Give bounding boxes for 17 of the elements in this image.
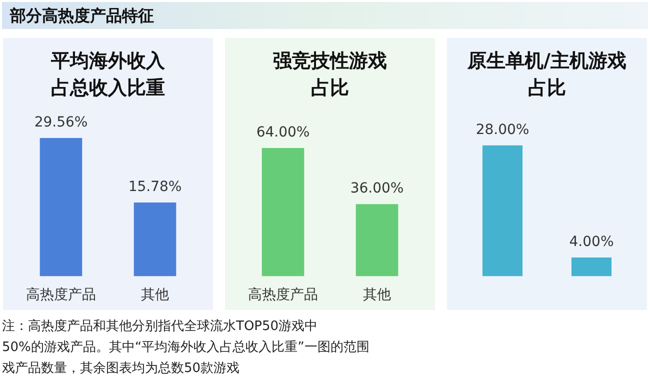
data-label: 36.00% [350,180,404,197]
data-label: 4.00% [569,234,614,250]
data-label: 64.00% [256,124,310,141]
x-tick-label: 高热度产品 [26,287,96,304]
x-tick-label: 其他 [141,287,169,304]
data-label: 28.00% [476,122,530,138]
data-label: 29.56% [34,114,88,131]
text: 注：高热度产品和其他分别指代全球流水TOP50游戏中 [2,318,319,336]
chart-title: 强竞技性游戏占比 [272,49,388,101]
text: 50%的游戏产品。其中“平均海外收入占总收入比重”一图的范围 [2,339,370,357]
chart-title: 平均海外收入占总收入比重 [50,49,166,101]
text: 戏产品数量，其余图表均为总数50款游戏 [2,360,241,378]
text: 部分高热度产品特征 [2,2,648,29]
chart-title: 原生单机/主机游戏占比 [466,49,628,101]
x-tick-label: 其他 [363,287,391,304]
data-label: 15.78% [128,179,182,196]
x-tick-label: 高热度产品 [248,287,318,304]
